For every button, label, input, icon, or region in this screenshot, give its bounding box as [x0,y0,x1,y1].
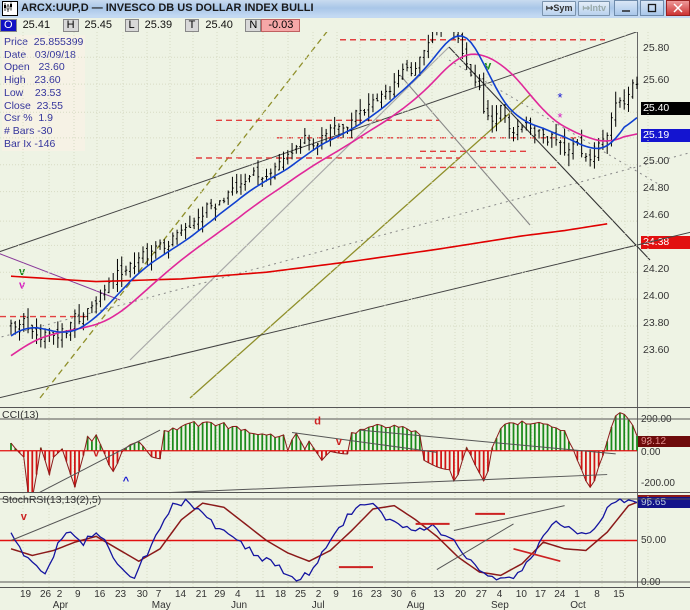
svg-text:^: ^ [123,476,130,488]
svg-text:*: * [557,90,562,105]
svg-text:v: v [19,280,26,292]
svg-text:v: v [93,447,100,459]
svg-text:v: v [21,511,28,523]
svg-text:v: v [485,59,492,73]
svg-text:d: d [314,416,321,428]
svg-text:v: v [336,436,343,448]
